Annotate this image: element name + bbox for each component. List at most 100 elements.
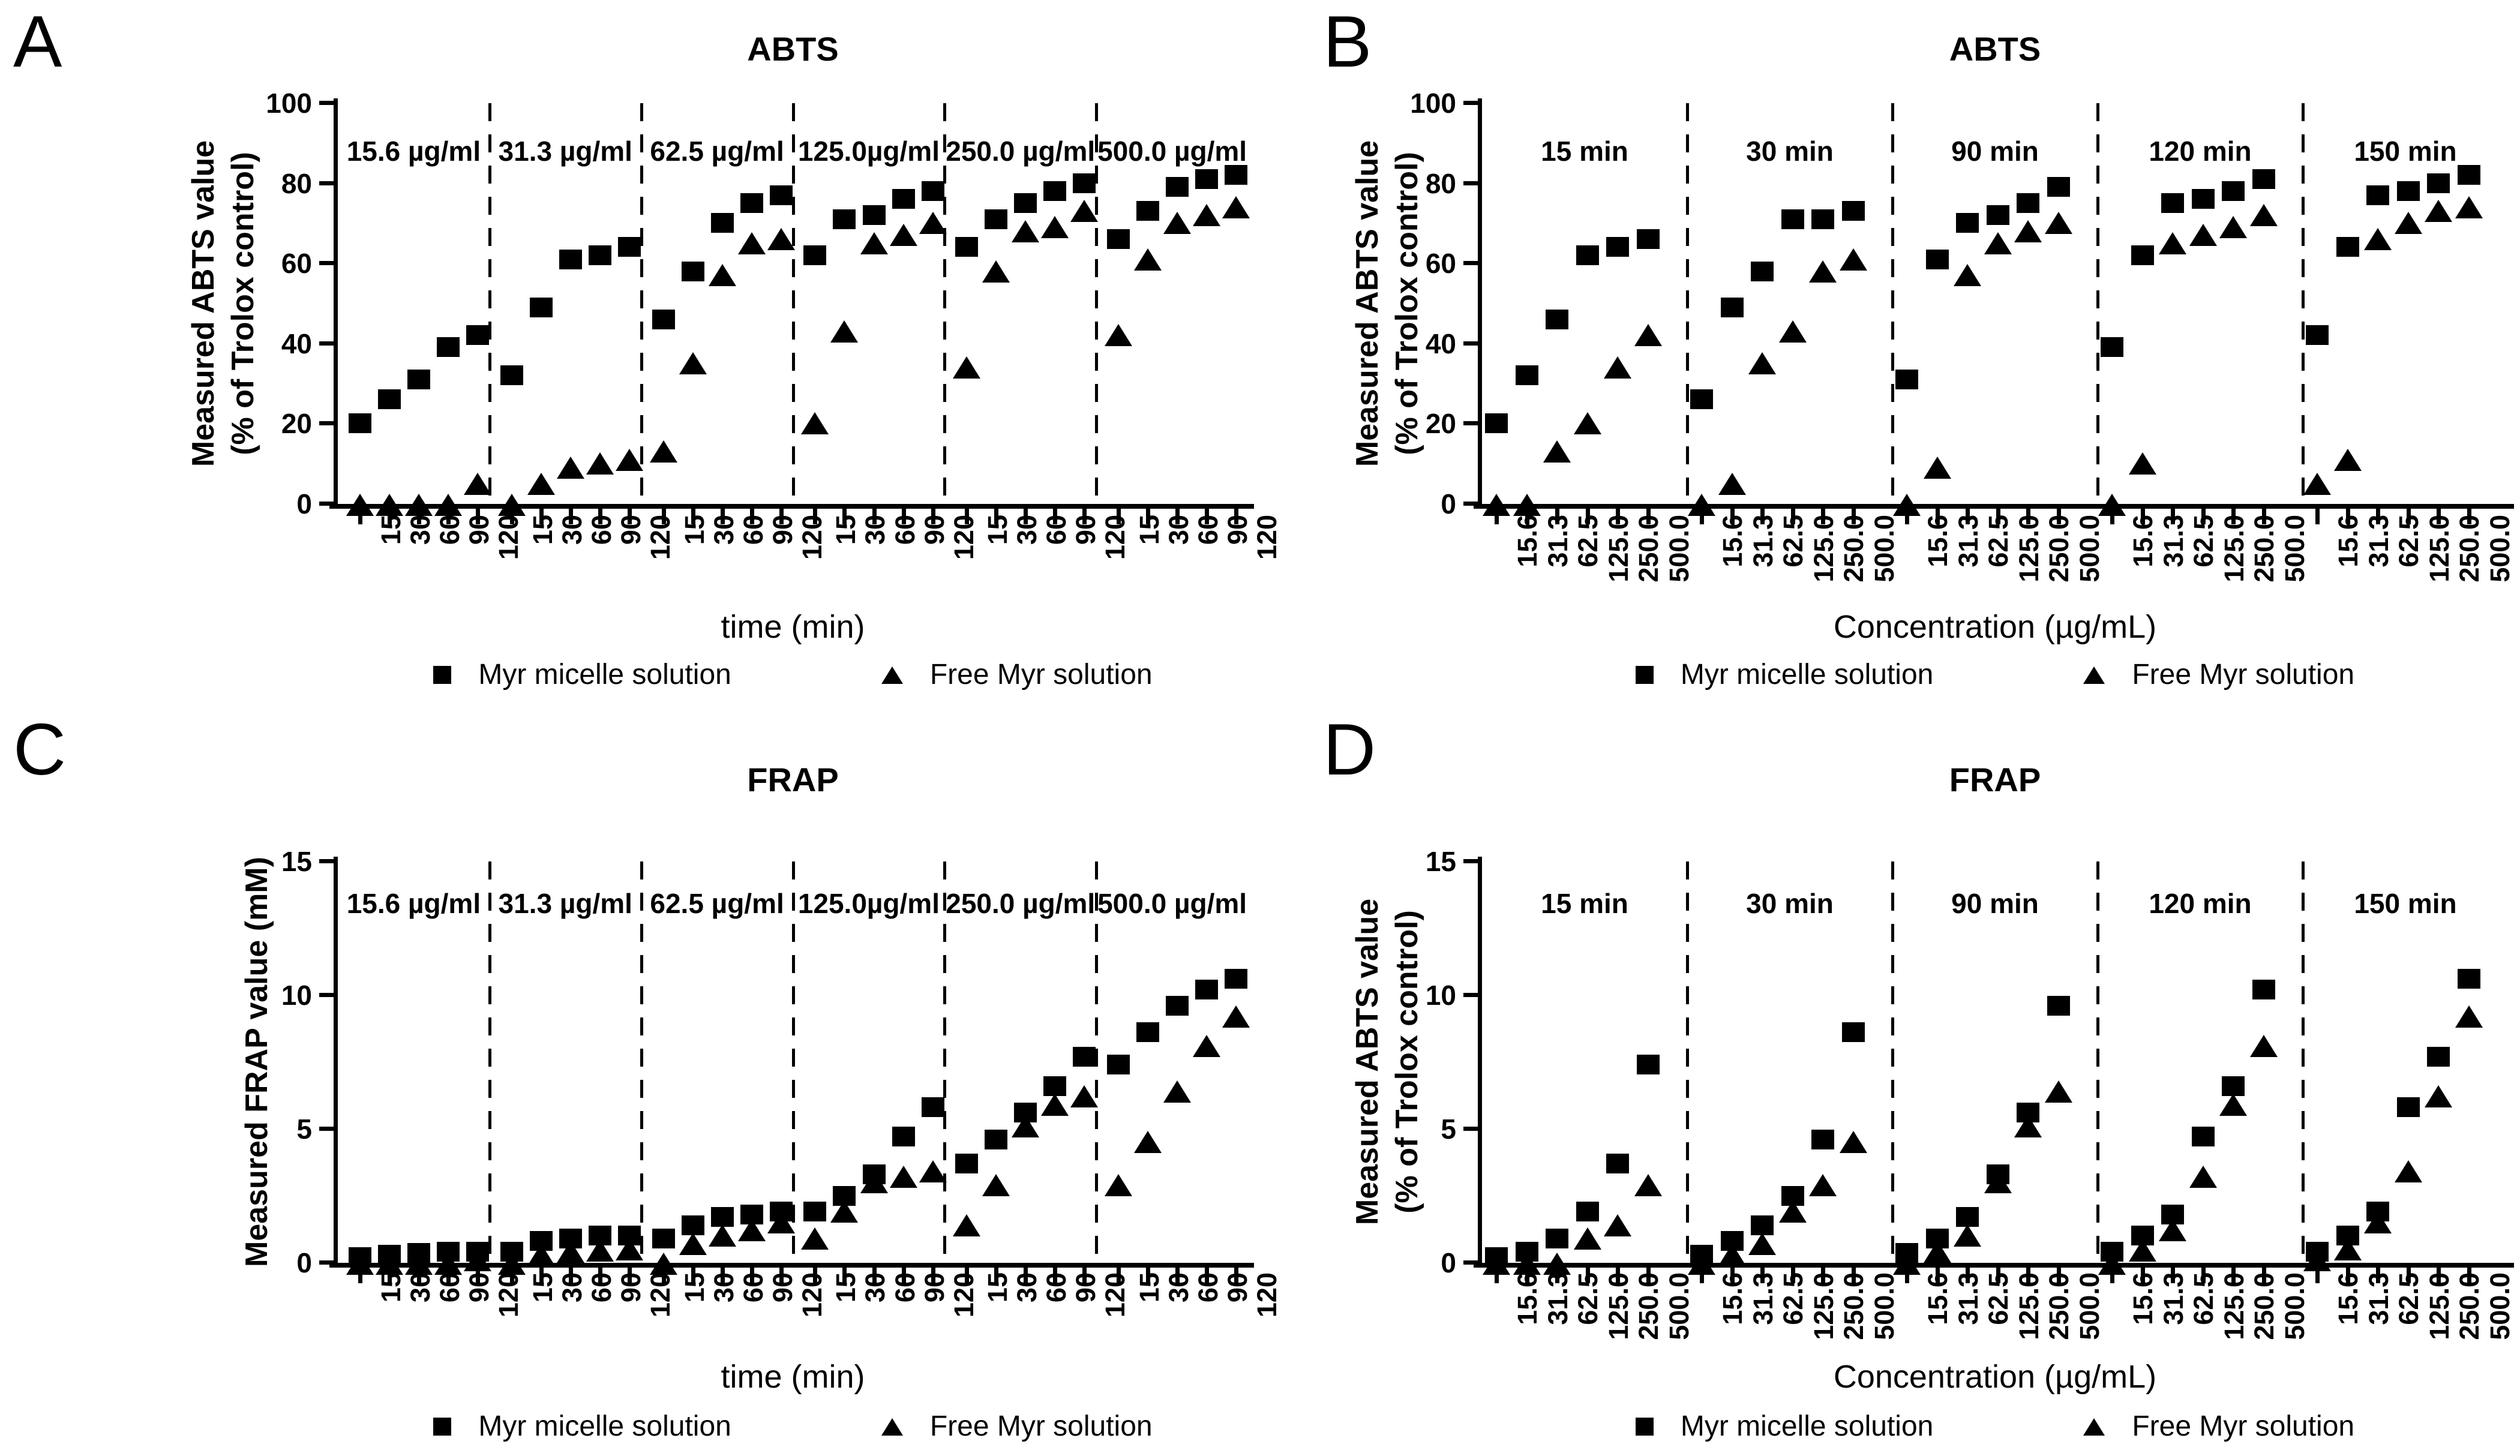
panel-letter: B	[1323, 1, 1372, 82]
x-tick	[509, 1268, 514, 1283]
group-header: 250.0 µg/ml	[946, 888, 1096, 919]
data-point-triangle	[982, 1173, 1010, 1196]
x-tick-label: 15.6	[2332, 1272, 2363, 1325]
legend-item-free: Free Myr solution	[2083, 658, 2354, 692]
x-tick-label: 62.5	[1573, 515, 1604, 568]
data-point-square	[862, 205, 886, 226]
data-point-square	[769, 1202, 793, 1222]
x-tick	[965, 1268, 970, 1283]
data-point-square	[892, 189, 915, 209]
panel-letter: D	[1323, 709, 1376, 790]
group-header: 31.3 µg/ml	[498, 888, 632, 919]
group-header: 31.3 µg/ml	[498, 136, 632, 167]
x-tick-label: 31.3	[1542, 515, 1573, 568]
x-tick	[931, 1268, 935, 1283]
x-tick-label: 30	[556, 515, 587, 545]
x-tick-label: 60	[1193, 1272, 1224, 1303]
data-point-triangle	[1222, 196, 1250, 218]
x-tick-label: 60	[1041, 515, 1072, 545]
x-tick-label: 500.0	[1869, 1272, 1900, 1340]
x-tick-label: 62.5	[1778, 515, 1809, 568]
data-point-square	[1781, 209, 1804, 229]
data-point-triangle	[2250, 204, 2278, 227]
data-point-triangle	[1809, 260, 1837, 283]
x-tick	[1760, 1268, 1765, 1283]
y-axis-label-line: Measured ABTS value	[186, 140, 221, 467]
data-point-square	[2017, 193, 2040, 213]
data-point-square	[2336, 237, 2359, 257]
x-tick-label: 15	[1134, 515, 1165, 545]
data-point-triangle	[767, 1211, 795, 1234]
x-tick-label: 15	[830, 1272, 862, 1303]
x-tick	[2467, 509, 2472, 524]
group-separator	[791, 103, 795, 504]
group-header: 500.0 µg/ml	[1097, 136, 1247, 167]
data-point-square	[985, 209, 1008, 229]
data-point-triangle	[375, 494, 403, 516]
x-tick-label: 15.6	[1717, 515, 1748, 568]
data-point-triangle	[2425, 1085, 2453, 1108]
data-point-square	[2458, 165, 2481, 185]
data-point-square	[1925, 249, 1949, 269]
x-tick-label: 125.0	[2013, 1272, 2044, 1340]
x-tick	[2140, 509, 2145, 524]
x-tick-label: 15.6	[1511, 1272, 1543, 1325]
x-tick	[931, 509, 935, 524]
data-point-square	[955, 1153, 979, 1173]
data-point-square	[1166, 995, 1189, 1016]
data-point-triangle	[2128, 1239, 2156, 1262]
y-tick	[1463, 502, 1478, 506]
x-tick	[691, 1268, 695, 1283]
x-tick-label: 120	[1252, 1272, 1283, 1318]
data-point-square	[1195, 169, 1219, 189]
data-point-square	[1720, 1231, 1744, 1251]
x-tick	[1117, 1268, 1121, 1283]
x-tick-label: 15.6	[1511, 515, 1543, 568]
x-tick	[813, 1268, 818, 1283]
data-point-square	[1751, 1215, 1774, 1235]
x-tick-label: 15	[1134, 1272, 1165, 1303]
x-tick-label: 120	[1252, 515, 1283, 560]
data-point-square	[740, 193, 763, 213]
legend: Myr micelle solution Free Myr solution	[338, 1409, 1248, 1445]
group-separator	[1891, 861, 1894, 1263]
data-point-square	[1986, 205, 2009, 226]
data-point-triangle	[1482, 494, 1510, 516]
x-tick-label: 30	[1163, 515, 1195, 545]
x-tick-label: 90	[615, 1272, 646, 1303]
x-tick	[1024, 1268, 1028, 1283]
data-point-square	[2252, 169, 2276, 189]
x-tick-label: 500.0	[2074, 515, 2105, 583]
x-tick	[509, 509, 514, 524]
x-tick-label: 31.3	[2363, 515, 2394, 568]
data-point-triangle	[830, 320, 859, 343]
data-point-triangle	[586, 1239, 614, 1262]
x-tick-label: 125.0	[2218, 515, 2249, 583]
x-tick-label: 90	[767, 1272, 798, 1303]
x-tick-label: 120	[644, 515, 676, 560]
data-point-triangle	[1984, 232, 2012, 254]
x-tick-label: 60	[1193, 515, 1224, 545]
x-tick-label: 60	[586, 1272, 617, 1303]
data-point-square	[921, 181, 944, 201]
x-tick-label: 30	[404, 1272, 436, 1303]
y-axis-line	[1478, 857, 1482, 1268]
y-tick	[1463, 1260, 1478, 1265]
x-tick-label: 125.0	[1808, 1272, 1839, 1340]
x-tick-label: 30	[708, 1272, 739, 1303]
data-point-triangle	[375, 1253, 403, 1275]
group-header: 150 min	[2354, 136, 2457, 167]
y-axis-label: Measured ABTS value (% of Trolox control)	[184, 140, 263, 467]
data-point-triangle	[2189, 1166, 2217, 1188]
data-point-square	[1576, 245, 1599, 265]
y-tick-label: 80	[281, 167, 312, 199]
x-tick	[1555, 1268, 1560, 1283]
y-tick	[1463, 993, 1478, 997]
x-tick	[1966, 509, 1970, 524]
x-tick-label: 250.0	[2249, 515, 2280, 583]
data-point-square	[833, 1185, 856, 1206]
data-point-triangle	[1604, 356, 1632, 379]
x-tick-label: 15	[830, 515, 862, 545]
y-tick-label: 10	[281, 980, 312, 1011]
